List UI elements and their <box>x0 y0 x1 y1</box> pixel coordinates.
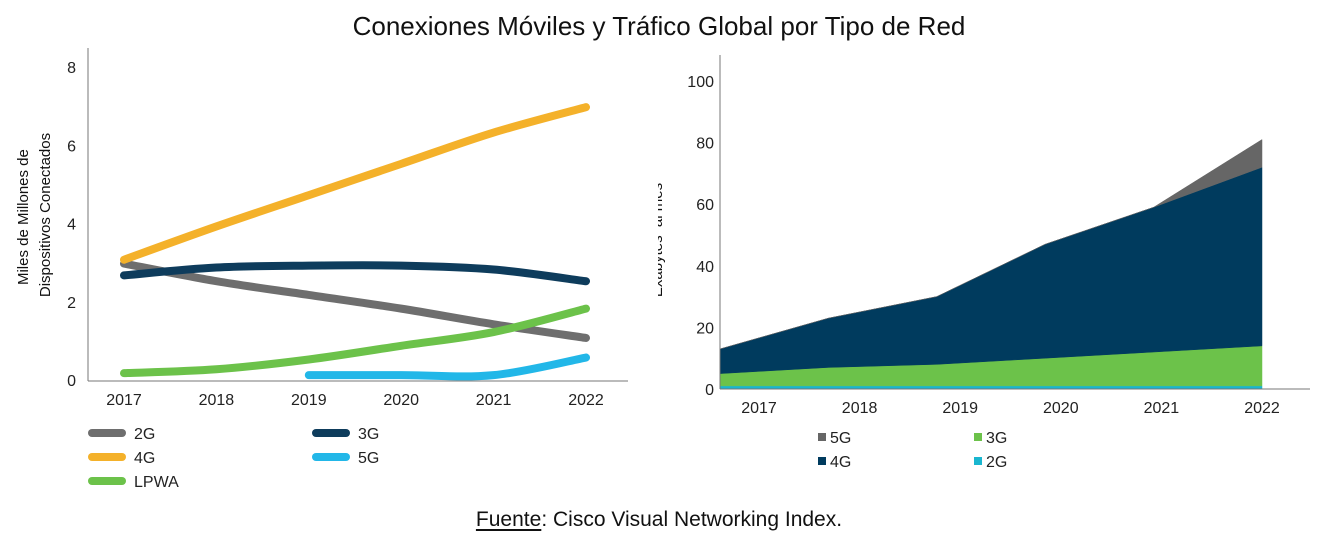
source-note: Fuente: Cisco Visual Networking Index. <box>0 508 1318 532</box>
right-x-tick-label: 2017 <box>741 400 777 417</box>
chart-title: Conexiones Móviles y Tráfico Global por … <box>352 11 966 41</box>
left-x-tick-label: 2022 <box>568 392 604 409</box>
legend-swatch-area-3g <box>974 433 982 441</box>
series-line-lpwa <box>120 304 590 378</box>
right-x-tick-label: 2018 <box>842 400 878 417</box>
legend-label-lpwa: LPWA <box>134 474 179 491</box>
series-line-4g <box>120 103 590 264</box>
legend-swatch-area-5g <box>818 433 826 441</box>
series-line-2g <box>120 259 590 342</box>
legend-swatch-area-2g <box>974 457 982 465</box>
left-y-tick-label: 0 <box>67 373 76 390</box>
right-y-tick-label: 60 <box>696 197 714 214</box>
right-x-tick-label: 2020 <box>1043 400 1079 417</box>
right-x-tick-label: 2022 <box>1244 400 1280 417</box>
left-y-tick-label: 2 <box>67 295 76 312</box>
right-y-tick-label: 80 <box>696 136 714 153</box>
right-y-tick-label: 40 <box>696 259 714 276</box>
left-x-tick-label: 2020 <box>383 392 419 409</box>
left-y-tick-label: 6 <box>67 138 76 155</box>
source-text: : Cisco Visual Networking Index. <box>541 508 843 531</box>
right-x-tick-label: 2019 <box>942 400 978 417</box>
source-label: Fuente <box>475 508 542 531</box>
legend-label-4g: 4G <box>134 450 155 467</box>
legend-label-area-3g: 3G <box>986 430 1007 447</box>
left-y-axis-label-line-1: Miles de Millones de <box>15 149 32 285</box>
left-x-tick-label: 2018 <box>199 392 235 409</box>
right-y-axis-label: Exabytes al mes <box>658 183 666 297</box>
legend-label-2g: 2G <box>134 426 155 443</box>
right-x-tick-label: 2021 <box>1144 400 1180 417</box>
left-x-tick-label: 2019 <box>291 392 327 409</box>
left-y-tick-label: 4 <box>67 217 76 234</box>
legend-label-3g: 3G <box>358 426 379 443</box>
left-x-tick-label: 2021 <box>476 392 512 409</box>
connections-line-chart: 0 2 4 6 8 2017 2018 2019 2020 2021 2022 Miles de … <box>15 48 628 491</box>
left-x-tick-label: 2017 <box>106 392 142 409</box>
left-y-tick-label: 8 <box>67 60 76 77</box>
area-5g <box>719 139 1263 350</box>
right-y-tick-label: 0 <box>705 382 714 399</box>
legend-label-area-4g: 4G <box>830 454 851 471</box>
right-y-tick-label: 100 <box>687 74 714 91</box>
legend-label-area-2g: 2G <box>986 454 1007 471</box>
series-line-3g <box>120 261 590 286</box>
series-line-5g <box>304 353 590 381</box>
right-y-tick-label: 20 <box>696 320 714 337</box>
legend-label-5g: 5G <box>358 450 379 467</box>
left-y-axis-label-line-2: Dispositivos Conectados <box>37 133 54 297</box>
traffic-area-chart: 0 20 40 60 80 100 2017 2018 2019 2020 2021 2022 Ex… <box>658 55 1310 471</box>
legend-label-area-5g: 5G <box>830 430 851 447</box>
legend-swatch-area-4g <box>818 457 826 465</box>
left-y-axis-label: Miles de Millones de Dispositivos Conect… <box>15 133 54 297</box>
